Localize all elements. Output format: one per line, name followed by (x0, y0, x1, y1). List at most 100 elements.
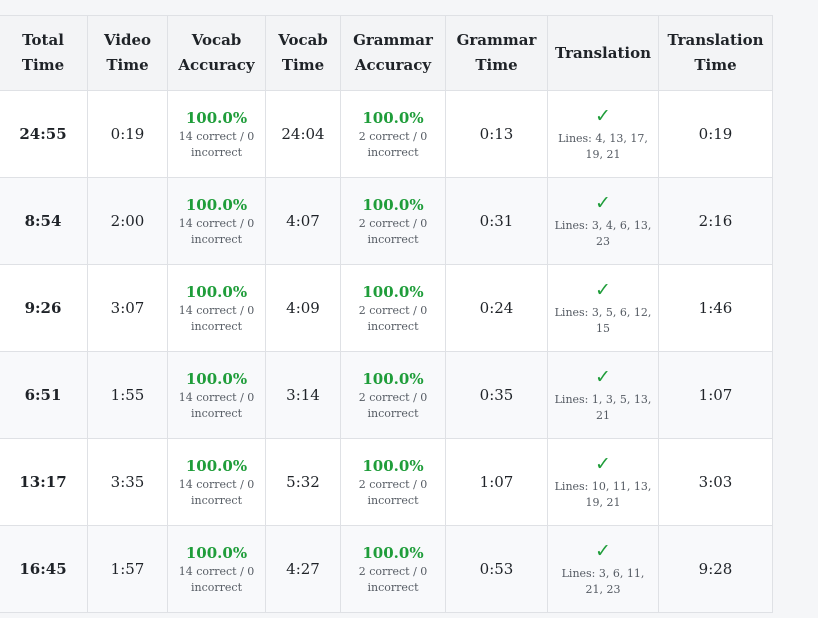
grammar-accuracy-percent: 100.0% (362, 108, 424, 127)
translation-time-cell: 1:46 (658, 264, 773, 352)
grammar-accuracy-cell: 100.0% 2 correct / 0 incorrect (340, 525, 446, 613)
checkmark-icon: ✓ (595, 105, 611, 127)
translation-lines: Lines: 4, 13, 17, 19, 21 (558, 132, 648, 161)
vocab-accuracy-detail: 14 correct / 0 incorrect (178, 303, 255, 333)
video-time-cell: 0:19 (87, 90, 168, 178)
translation-time-cell: 2:16 (658, 177, 773, 265)
translation-time-cell: 1:07 (658, 351, 773, 439)
header-total-time: Total Time (0, 15, 88, 91)
translation-lines: Lines: 3, 4, 6, 13, 23 (554, 219, 652, 248)
grammar-accuracy-cell: 100.0% 2 correct / 0 incorrect (340, 177, 446, 265)
grammar-accuracy-cell: 100.0% 2 correct / 0 incorrect (340, 90, 446, 178)
total-time-cell: 8:54 (0, 177, 88, 265)
results-table-container: Total Time Video Time Vocab Accuracy Vocab T… (0, 15, 773, 613)
grammar-accuracy-percent: 100.0% (362, 543, 424, 562)
grammar-time-cell: 1:07 (445, 438, 548, 526)
vocab-accuracy-percent: 100.0% (185, 108, 248, 127)
vocab-accuracy-cell: 100.0% 14 correct / 0 incorrect (167, 264, 266, 352)
total-time-cell: 24:55 (0, 90, 88, 178)
translation-time-cell: 0:19 (658, 90, 773, 178)
vocab-accuracy-cell: 100.0% 14 correct / 0 incorrect (167, 177, 266, 265)
header-translation-time: Translation Time (658, 15, 773, 91)
translation-lines: Lines: 10, 11, 13, 19, 21 (554, 480, 652, 509)
table-row: 9:26 3:07 100.0% 14 correct / 0 incorrec… (0, 264, 773, 352)
vocab-accuracy-percent: 100.0% (185, 369, 248, 388)
table-row: 24:55 0:19 100.0% 14 correct / 0 incorre… (0, 90, 773, 178)
translation-cell: ✓ Lines: 3, 5, 6, 12, 15 (547, 264, 659, 352)
vocab-accuracy-detail: 14 correct / 0 incorrect (178, 390, 255, 420)
grammar-accuracy-detail: 2 correct / 0 incorrect (358, 129, 428, 159)
vocab-accuracy-cell: 100.0% 14 correct / 0 incorrect (167, 90, 266, 178)
total-time-cell: 9:26 (0, 264, 88, 352)
grammar-accuracy-detail: 2 correct / 0 incorrect (358, 477, 428, 507)
translation-time-cell: 3:03 (658, 438, 773, 526)
header-vocab-time: Vocab Time (265, 15, 341, 91)
grammar-time-cell: 0:53 (445, 525, 548, 613)
checkmark-icon: ✓ (595, 540, 611, 562)
vocab-accuracy-cell: 100.0% 14 correct / 0 incorrect (167, 438, 266, 526)
checkmark-icon: ✓ (595, 279, 611, 301)
vocab-accuracy-cell: 100.0% 14 correct / 0 incorrect (167, 525, 266, 613)
video-time-cell: 3:35 (87, 438, 168, 526)
translation-lines: Lines: 3, 6, 11, 21, 23 (561, 567, 645, 596)
header-video-time: Video Time (87, 15, 168, 91)
total-time-cell: 13:17 (0, 438, 88, 526)
video-time-cell: 3:07 (87, 264, 168, 352)
header-vocab-accuracy: Vocab Accuracy (167, 15, 266, 91)
vocab-accuracy-detail: 14 correct / 0 incorrect (178, 129, 255, 159)
grammar-time-cell: 0:31 (445, 177, 548, 265)
grammar-time-cell: 0:35 (445, 351, 548, 439)
checkmark-icon: ✓ (595, 192, 611, 214)
table-header-row: Total Time Video Time Vocab Accuracy Vocab T… (0, 15, 773, 91)
translation-cell: ✓ Lines: 1, 3, 5, 13, 21 (547, 351, 659, 439)
vocab-accuracy-detail: 14 correct / 0 incorrect (178, 564, 255, 594)
translation-lines: Lines: 1, 3, 5, 13, 21 (554, 393, 652, 422)
vocab-accuracy-percent: 100.0% (185, 543, 248, 562)
translation-cell: ✓ Lines: 10, 11, 13, 19, 21 (547, 438, 659, 526)
checkmark-icon: ✓ (595, 366, 611, 388)
grammar-accuracy-percent: 100.0% (362, 282, 424, 301)
translation-time-cell: 9:28 (658, 525, 773, 613)
grammar-accuracy-cell: 100.0% 2 correct / 0 incorrect (340, 264, 446, 352)
grammar-time-cell: 0:24 (445, 264, 548, 352)
grammar-time-cell: 0:13 (445, 90, 548, 178)
table-body: 24:55 0:19 100.0% 14 correct / 0 incorre… (0, 90, 773, 613)
grammar-accuracy-percent: 100.0% (362, 195, 424, 214)
translation-cell: ✓ Lines: 3, 4, 6, 13, 23 (547, 177, 659, 265)
table-row: 8:54 2:00 100.0% 14 correct / 0 incorrec… (0, 177, 773, 265)
vocab-accuracy-percent: 100.0% (185, 195, 248, 214)
vocab-accuracy-percent: 100.0% (185, 282, 248, 301)
header-grammar-time: Grammar Time (445, 15, 548, 91)
grammar-accuracy-cell: 100.0% 2 correct / 0 incorrect (340, 351, 446, 439)
total-time-cell: 16:45 (0, 525, 88, 613)
vocab-accuracy-detail: 14 correct / 0 incorrect (178, 477, 255, 507)
grammar-accuracy-detail: 2 correct / 0 incorrect (358, 390, 428, 420)
vocab-time-cell: 5:32 (265, 438, 341, 526)
table-row: 6:51 1:55 100.0% 14 correct / 0 incorrec… (0, 351, 773, 439)
vocab-accuracy-percent: 100.0% (185, 456, 248, 475)
translation-cell: ✓ Lines: 3, 6, 11, 21, 23 (547, 525, 659, 613)
grammar-accuracy-detail: 2 correct / 0 incorrect (358, 216, 428, 246)
vocab-accuracy-cell: 100.0% 14 correct / 0 incorrect (167, 351, 266, 439)
video-time-cell: 1:57 (87, 525, 168, 613)
grammar-accuracy-cell: 100.0% 2 correct / 0 incorrect (340, 438, 446, 526)
video-time-cell: 2:00 (87, 177, 168, 265)
grammar-accuracy-detail: 2 correct / 0 incorrect (358, 564, 428, 594)
translation-lines: Lines: 3, 5, 6, 12, 15 (554, 306, 652, 335)
header-grammar-accuracy: Grammar Accuracy (340, 15, 446, 91)
vocab-time-cell: 4:27 (265, 525, 341, 613)
grammar-accuracy-detail: 2 correct / 0 incorrect (358, 303, 428, 333)
video-time-cell: 1:55 (87, 351, 168, 439)
checkmark-icon: ✓ (595, 453, 611, 475)
results-table: Total Time Video Time Vocab Accuracy Vocab T… (0, 15, 773, 613)
vocab-accuracy-detail: 14 correct / 0 incorrect (178, 216, 255, 246)
vocab-time-cell: 24:04 (265, 90, 341, 178)
table-row: 16:45 1:57 100.0% 14 correct / 0 incorre… (0, 525, 773, 613)
vocab-time-cell: 4:09 (265, 264, 341, 352)
translation-cell: ✓ Lines: 4, 13, 17, 19, 21 (547, 90, 659, 178)
header-translation: Translation (547, 15, 659, 91)
table-row: 13:17 3:35 100.0% 14 correct / 0 incorre… (0, 438, 773, 526)
grammar-accuracy-percent: 100.0% (362, 369, 424, 388)
total-time-cell: 6:51 (0, 351, 88, 439)
